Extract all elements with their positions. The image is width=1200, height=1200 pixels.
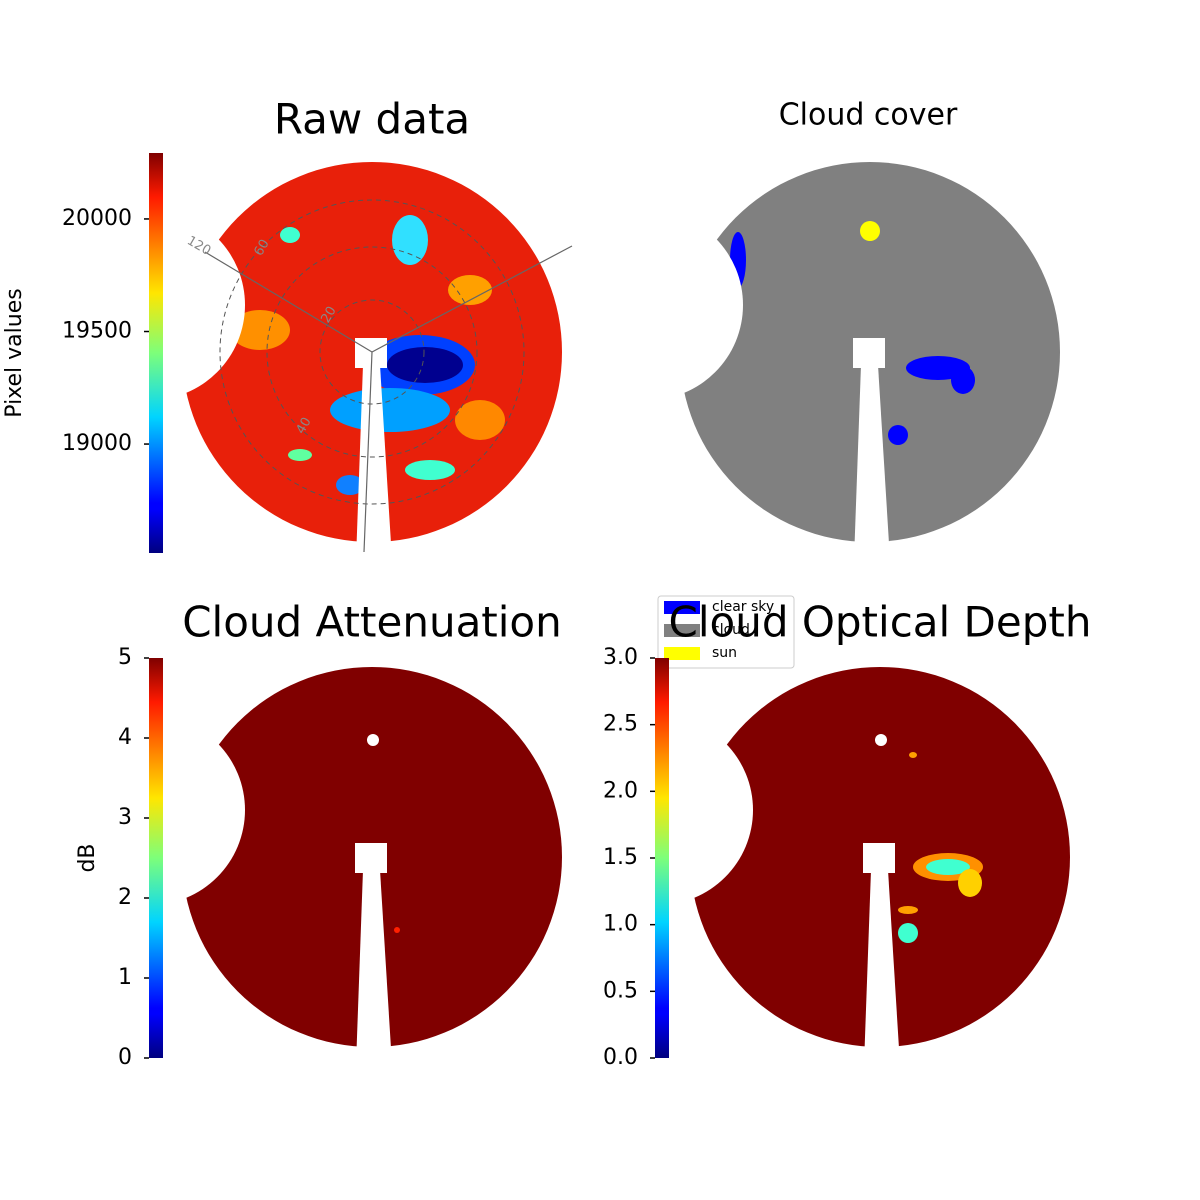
panel-title: Raw data [274,95,470,144]
attenuation-image [182,667,562,1047]
tick-label: 1.5 [603,845,638,870]
tick-label: 2 [118,885,132,910]
tick-label: 4 [118,725,132,750]
legend-label: clear sky [712,599,774,615]
tick-label: 1.0 [603,912,638,937]
colorbar [149,153,163,553]
colorbar [655,658,669,1058]
panel-title: Cloud cover [779,98,958,133]
colorbar [149,658,163,1058]
legend-swatch [664,601,700,614]
tick-label: 3.0 [603,645,638,670]
tick-label: 0.0 [603,1045,638,1070]
tick-label: 5 [118,645,132,670]
colorbar-label: dB [75,843,100,872]
tick-label: 0.5 [603,978,638,1003]
tick-label: 2.5 [603,712,638,737]
legend-label: cloud [712,622,750,638]
panel-title: Cloud Attenuation [182,598,562,647]
tick-label: 19500 [62,319,132,344]
tick-label: 3 [118,805,132,830]
colorbar-label: Pixel values [2,288,27,417]
polar-label: 60 [252,237,273,259]
raw-image: 120 60 20 40 [182,162,573,553]
optical-depth-image [690,667,1070,1047]
polar-label: 40 [294,415,315,437]
tick-label: 2.0 [603,778,638,803]
panel-title: Cloud Optical Depth [669,598,1092,647]
cloud-cover-image [680,162,1060,542]
polar-label: 20 [319,304,340,326]
legend: clear sky cloud sun [657,595,795,669]
tick-label: 1 [118,965,132,990]
legend-swatch [664,647,700,660]
tick-label: 19000 [62,431,132,456]
tick-label: 20000 [62,206,132,231]
legend-swatch [664,624,700,637]
legend-label: sun [712,645,737,661]
tick-label: 0 [118,1045,132,1070]
